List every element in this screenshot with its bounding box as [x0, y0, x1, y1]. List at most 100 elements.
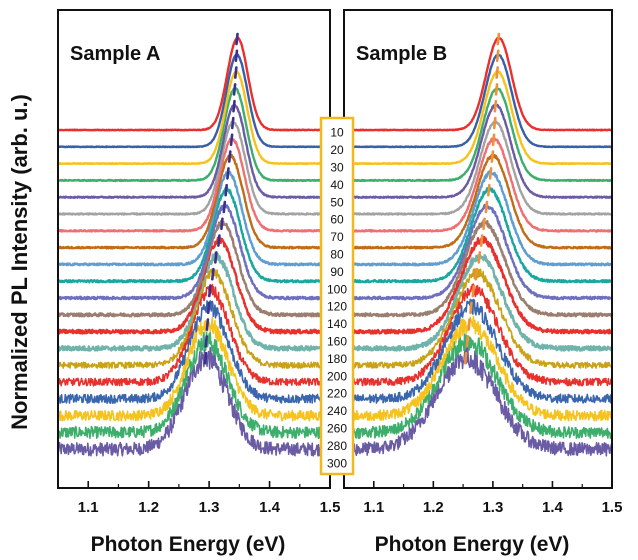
- peak-marker: [493, 99, 498, 113]
- spectrum-50k: [344, 103, 612, 199]
- peak-marker: [227, 150, 232, 163]
- legend-entry: 120: [327, 300, 347, 314]
- x-tick-label: 1.3: [199, 499, 220, 516]
- spectrum-90k: [344, 170, 612, 267]
- panel-title: Sample B: [356, 43, 447, 65]
- peak-marker: [490, 150, 495, 163]
- legend-entry: 40: [330, 178, 344, 192]
- peak-marker: [474, 267, 479, 281]
- peak-marker: [491, 133, 496, 147]
- x-tick-label: 1.4: [259, 499, 281, 516]
- spectrum-10k: [58, 36, 330, 132]
- peak-marker: [487, 183, 491, 197]
- peak-marker: [495, 66, 499, 79]
- legend-entry: 260: [327, 422, 347, 436]
- legend-entry: 220: [327, 387, 347, 401]
- spectrum-40k: [58, 86, 330, 183]
- spectrum-20k: [344, 53, 612, 149]
- peak-marker: [204, 335, 208, 348]
- spectrum-70k: [344, 136, 612, 233]
- spectrum-30k: [58, 70, 330, 166]
- x-tick-label: 1.2: [138, 499, 159, 516]
- peak-marker: [229, 133, 234, 147]
- peak-marker: [488, 167, 493, 180]
- peak-marker: [205, 318, 210, 331]
- spectrum-50k: [58, 103, 330, 199]
- spectrum-300k: [344, 345, 612, 457]
- peak-marker: [465, 335, 470, 348]
- legend-entry: 280: [327, 439, 347, 453]
- peak-marker: [217, 234, 221, 247]
- peak-marker: [232, 99, 236, 113]
- legend-entry: 240: [327, 404, 347, 418]
- spectrum-100k: [58, 186, 330, 284]
- spectrum-60k: [344, 120, 612, 216]
- spectrum-220k: [344, 283, 612, 387]
- peak-marker: [477, 251, 482, 264]
- peak-marker: [211, 267, 215, 281]
- peak-marker: [208, 284, 212, 298]
- peak-marker: [484, 200, 489, 214]
- peak-marker: [235, 32, 239, 46]
- peak-marker: [234, 66, 238, 79]
- peak-marker: [479, 234, 484, 247]
- peak-marker: [496, 32, 501, 46]
- peak-marker: [230, 116, 235, 130]
- legend-entry: 60: [330, 213, 344, 227]
- spectrum-240k: [58, 300, 330, 404]
- spectrum-90k: [58, 170, 330, 267]
- spectrum-140k: [58, 220, 330, 318]
- peak-marker: [469, 301, 473, 315]
- spectrum-100k: [344, 186, 612, 284]
- spectrum-220k: [58, 283, 330, 387]
- peak-marker: [214, 251, 218, 264]
- peak-marker: [471, 284, 476, 298]
- spectrum-120k: [58, 204, 330, 301]
- spectrum-10k: [344, 36, 612, 132]
- legend-entry: 30: [330, 161, 344, 175]
- peak-marker: [222, 200, 227, 214]
- peak-marker: [220, 217, 224, 231]
- peak-marker: [495, 49, 500, 63]
- legend-entry: 70: [330, 230, 344, 244]
- peak-marker: [206, 301, 211, 315]
- peak-marker: [203, 351, 208, 365]
- spectrum-40k: [344, 86, 612, 183]
- peak-marker: [224, 183, 228, 197]
- spectrum-160k: [344, 235, 612, 335]
- peak-marker: [463, 351, 468, 365]
- spectrum-180k: [344, 253, 612, 352]
- spectrum-200k: [58, 268, 330, 369]
- spectrum-260k: [344, 315, 612, 422]
- legend-entry: 50: [330, 195, 344, 209]
- x-tick-label: 1.5: [320, 499, 341, 516]
- legend-entry: 140: [327, 317, 347, 331]
- spectrum-280k: [344, 333, 612, 440]
- legend-entry: 180: [327, 352, 347, 366]
- spectrum-160k: [58, 235, 330, 335]
- spectrum-120k: [344, 203, 612, 301]
- peak-marker: [467, 318, 471, 331]
- peak-marker: [492, 116, 497, 130]
- x-tick-label: 1.1: [363, 499, 384, 516]
- x-tick-label: 1.5: [602, 499, 623, 516]
- panel-sample-a: 1.1 1.2 1.3 1.4 1.5 Sample A Photon Energy (eV…: [57, 9, 341, 556]
- legend-entry: 300: [327, 456, 347, 470]
- peak-marker: [234, 49, 239, 63]
- peak-marker: [482, 217, 486, 231]
- x-tick-label: 1.1: [78, 499, 99, 516]
- peak-marker: [232, 83, 237, 96]
- legend-entry: 200: [327, 369, 347, 383]
- spectrum-60k: [58, 120, 330, 216]
- legend-entry: 10: [330, 126, 344, 140]
- spectrum-200k: [344, 268, 612, 369]
- peak-marker: [226, 167, 230, 180]
- legend-entry: 80: [330, 248, 344, 262]
- y-axis-label: Normalized PL Intensity (arb. u.): [7, 94, 32, 430]
- x-axis-label: Photon Energy (eV): [91, 533, 286, 556]
- spectrum-30k: [344, 70, 612, 166]
- x-tick-label: 1.3: [482, 499, 503, 516]
- x-axis-label: Photon Energy (eV): [375, 533, 570, 556]
- spectrum-80k: [344, 153, 612, 250]
